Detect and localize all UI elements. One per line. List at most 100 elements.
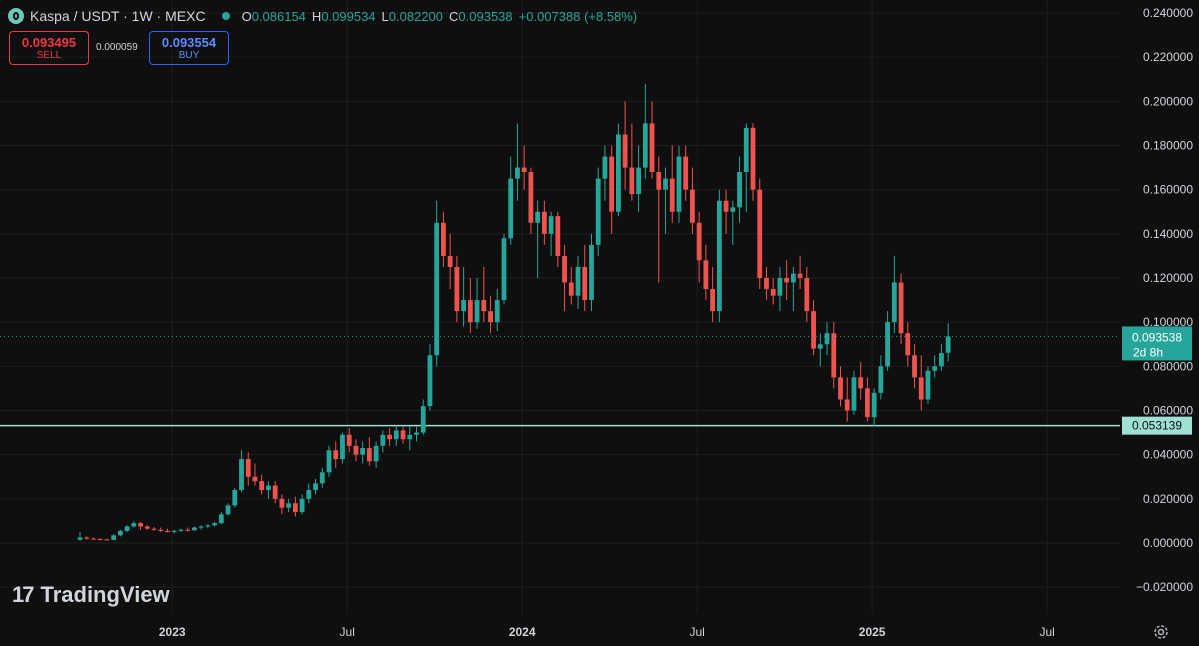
candle-body [858,377,864,389]
candle [124,525,130,532]
candle [885,311,890,371]
sell-button[interactable]: 0.093495 SELL [9,31,89,65]
candle [838,366,843,407]
candle [905,322,911,367]
candle-body [151,528,157,530]
candlestick-series [77,83,951,541]
candle [225,503,231,516]
candle-body [279,498,285,508]
candle [878,355,884,400]
candle [663,167,668,234]
candle-body [319,472,325,484]
candle-body [481,300,487,312]
price-tick-label: 0.200000 [1143,94,1193,108]
candle [891,255,897,334]
candle-body [521,167,527,172]
candle-body [683,156,689,190]
candle-body [642,123,648,168]
candle-body [360,448,366,455]
candle [474,278,480,329]
gear-icon[interactable] [1152,623,1170,641]
candle-body [185,529,191,531]
candle-body [629,167,635,195]
candle [865,377,870,422]
candle-body [535,211,541,223]
candle-body [784,278,790,283]
tradingview-mark-icon: 17 [12,582,35,607]
candle [111,534,117,541]
candle [642,83,648,179]
candle [912,344,917,389]
candle-body [131,523,137,527]
candle [151,527,157,531]
candle [743,123,749,212]
sell-label: SELL [36,50,62,61]
time-tick-label: Jul [1039,625,1054,639]
candle [831,322,837,389]
candle-body [393,430,399,440]
candle [266,481,271,499]
price-tick-label: 0.220000 [1143,50,1193,64]
candle-body [616,134,621,212]
price-axis[interactable]: 0.240000 0.220000 0.200000 0.180000 0.160000… [1120,0,1199,614]
candle [279,494,285,515]
candle-body [757,189,763,278]
candle-body [205,525,211,527]
candle-body [844,399,850,411]
candle [804,266,810,323]
candle [515,123,520,201]
candle-body [932,366,938,371]
candle-body [878,366,884,393]
symbol-title[interactable]: Kaspa / USDT · 1W · MEXC [30,8,206,24]
candle [117,529,123,537]
candle-body [871,392,877,418]
candle-body [232,490,238,506]
candle [340,432,345,464]
time-tick-label: Jul [340,625,355,639]
candle-body [562,255,567,283]
candle-body [91,538,96,540]
time-axis[interactable]: 2023 Jul 2024 Jul 2025 Jul [0,614,1199,646]
candle [770,278,776,305]
candle-body [272,485,278,499]
tradingview-logo[interactable]: 17 TradingView [12,582,170,608]
candle-body [541,211,547,234]
candle [380,430,386,453]
candle-body [508,178,514,239]
candle [737,156,742,223]
candle [750,123,756,201]
candle [777,266,783,312]
price-tick-label: 0.080000 [1143,359,1193,373]
candle [555,211,561,267]
candle [676,145,682,223]
candle-body [885,322,890,367]
candle-body [905,333,911,356]
candle-body [165,530,170,532]
candle [441,211,446,267]
candle [461,266,467,327]
candle [629,123,635,201]
candle-body [198,526,204,528]
candle [757,178,763,290]
candle-body [609,156,615,212]
candle [158,527,164,532]
candle-body [548,216,554,234]
candle [582,244,588,312]
price-chart[interactable] [0,0,1120,614]
candle-body [710,289,716,312]
candle-body [117,530,123,536]
candle-body [737,172,742,208]
candle [286,498,292,513]
candle [333,441,339,468]
candle-body [124,526,130,531]
candle-body [447,255,453,267]
support-line-label: 0.053139 [1132,419,1182,433]
buy-button[interactable]: 0.093554 BUY [149,31,229,65]
candle [656,156,662,283]
candle-body [764,278,769,290]
price-tick-label: 0.060000 [1143,404,1193,418]
price-tick-label: 0.040000 [1143,448,1193,462]
candle-body [703,260,709,290]
candle-body [259,481,265,490]
candle-body [622,134,628,168]
